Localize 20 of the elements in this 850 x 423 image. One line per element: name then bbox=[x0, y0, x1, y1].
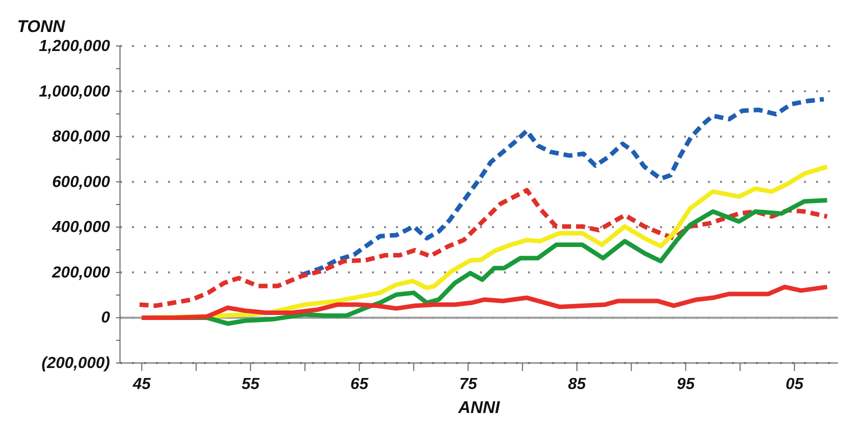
y-axis-title: TONN bbox=[17, 17, 66, 36]
y-tick-label: (200,000) bbox=[42, 355, 110, 372]
y-tick-label: 800,000 bbox=[52, 128, 110, 146]
y-tick-label: 1,200,000 bbox=[38, 38, 110, 55]
line-series bbox=[140, 284, 830, 320]
y-tick-label: 400,000 bbox=[51, 219, 110, 236]
x-tick-label: 95 bbox=[676, 376, 696, 393]
x-tick-label: 05 bbox=[786, 376, 804, 393]
x-tick-label: 45 bbox=[132, 376, 152, 393]
x-tick-label: 55 bbox=[242, 376, 261, 393]
x-tick-label: 65 bbox=[350, 376, 370, 393]
x-tick-label: 85 bbox=[568, 376, 587, 393]
line-series bbox=[299, 96, 826, 278]
x-tick-label: 75 bbox=[459, 376, 478, 393]
line-series bbox=[137, 188, 830, 308]
y-tick-label: 600,000 bbox=[52, 174, 110, 191]
y-tick-label: 200,000 bbox=[51, 264, 110, 282]
y-tick-label: 1,000,000 bbox=[38, 83, 110, 100]
y-tick-label: 0 bbox=[101, 310, 110, 327]
x-axis-title: ANNI bbox=[457, 398, 502, 417]
